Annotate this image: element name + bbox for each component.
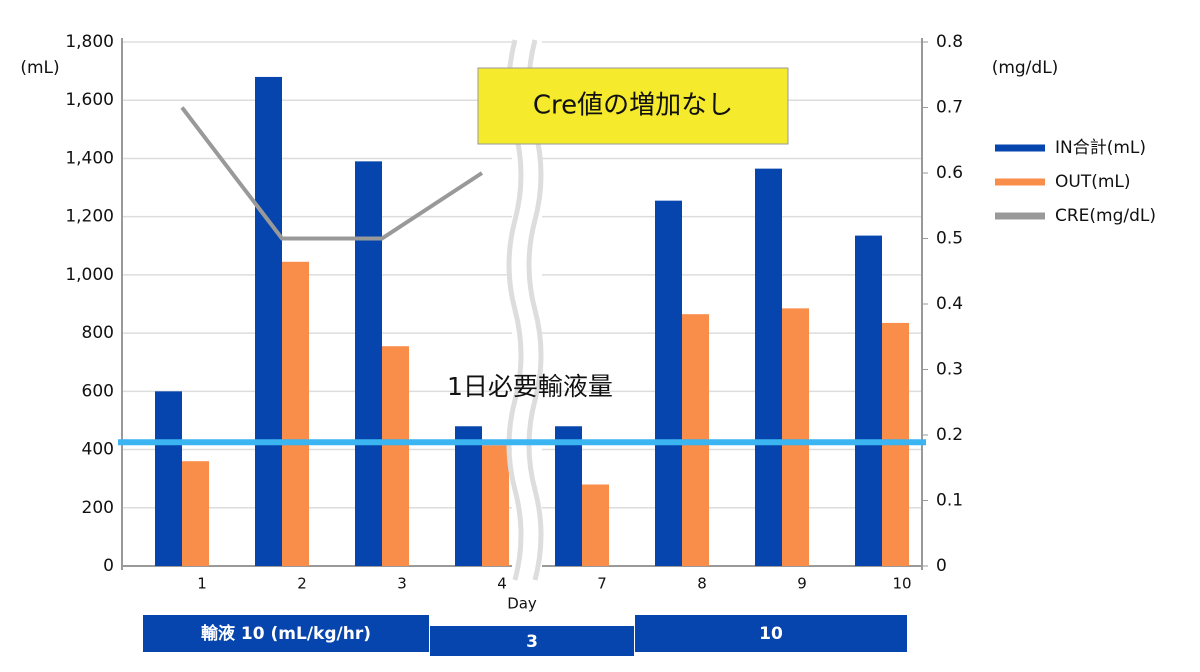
bar (355, 161, 382, 566)
y2-tick-label: 0.1 (936, 491, 963, 511)
y-tick-label: 200 (82, 498, 114, 518)
reference-label: 1日必要輸液量 (447, 372, 613, 401)
y2-tick-label: 0.6 (936, 163, 963, 183)
y-tick-label: 1,000 (65, 265, 114, 285)
x-tick-label: 2 (297, 575, 307, 593)
infusion-band (635, 615, 907, 652)
infusion-band (143, 615, 429, 652)
infusion-band (430, 626, 634, 656)
bar (655, 200, 682, 566)
infusion-label: 輸液 10 (mL/kg/hr) (201, 623, 371, 644)
x-tick-label: 1 (197, 575, 207, 593)
bar (782, 308, 809, 566)
x-tick-label: 7 (597, 575, 607, 593)
bar (182, 461, 209, 566)
y-tick-label: 400 (82, 440, 114, 460)
bar (282, 261, 309, 566)
y-tick-label: 1,800 (65, 32, 114, 52)
infusion-label: 10 (759, 624, 783, 644)
bar (382, 346, 409, 566)
y2-tick-label: 0.8 (936, 32, 963, 52)
bar (855, 235, 882, 567)
y-tick-label: 800 (82, 323, 114, 343)
x-tick-label: 4 (497, 575, 507, 593)
y2-tick-label: 0 (936, 556, 947, 576)
legend-label: IN合計(mL) (1055, 138, 1146, 158)
y2-tick-label: 0.2 (936, 425, 963, 445)
y2-tick-label: 0.7 (936, 98, 963, 118)
x-tick-label: 9 (797, 575, 807, 593)
y2-tick-label: 0.3 (936, 360, 963, 380)
x-tick-label: 8 (697, 575, 707, 593)
x-tick-label: 3 (397, 575, 407, 593)
y-tick-label: 1,600 (65, 90, 114, 110)
y-tick-label: 1,400 (65, 148, 114, 168)
bar (255, 76, 282, 566)
plot-area: 0 200 400 600 800 1,000 1,200 1,400 1,600 1,800 0 0… (65, 32, 963, 593)
y2-axis-label: (mg/dL) (992, 58, 1059, 78)
legend-label: OUT(mL) (1055, 172, 1131, 192)
legend-label: CRE(mg/dL) (1055, 206, 1156, 226)
y-tick-label: 1,200 (65, 207, 114, 227)
bar (482, 445, 509, 566)
x-axis-label: Day (507, 595, 537, 613)
infusion-label: 3 (526, 632, 538, 652)
bar (455, 426, 482, 566)
bar (155, 391, 182, 566)
y-tick-label: 600 (82, 381, 114, 401)
overlay: 1日必要輸液量 IN合計(mL) OUT(mL) CRE(mg/dL) (118, 106, 1156, 446)
annotation-box (477, 67, 789, 145)
y-axis-label: (mL) (20, 58, 59, 78)
y2-tick-label: 0.4 (936, 294, 963, 314)
y-tick-label: 0 (103, 556, 114, 576)
bar (582, 484, 609, 566)
line-series (180, 106, 484, 241)
bar (755, 168, 782, 566)
x-tick-label: 10 (892, 575, 911, 593)
y2-tick-label: 0.5 (936, 229, 963, 249)
annotation: Cre値の増加なし (533, 91, 733, 121)
bar (555, 426, 582, 566)
